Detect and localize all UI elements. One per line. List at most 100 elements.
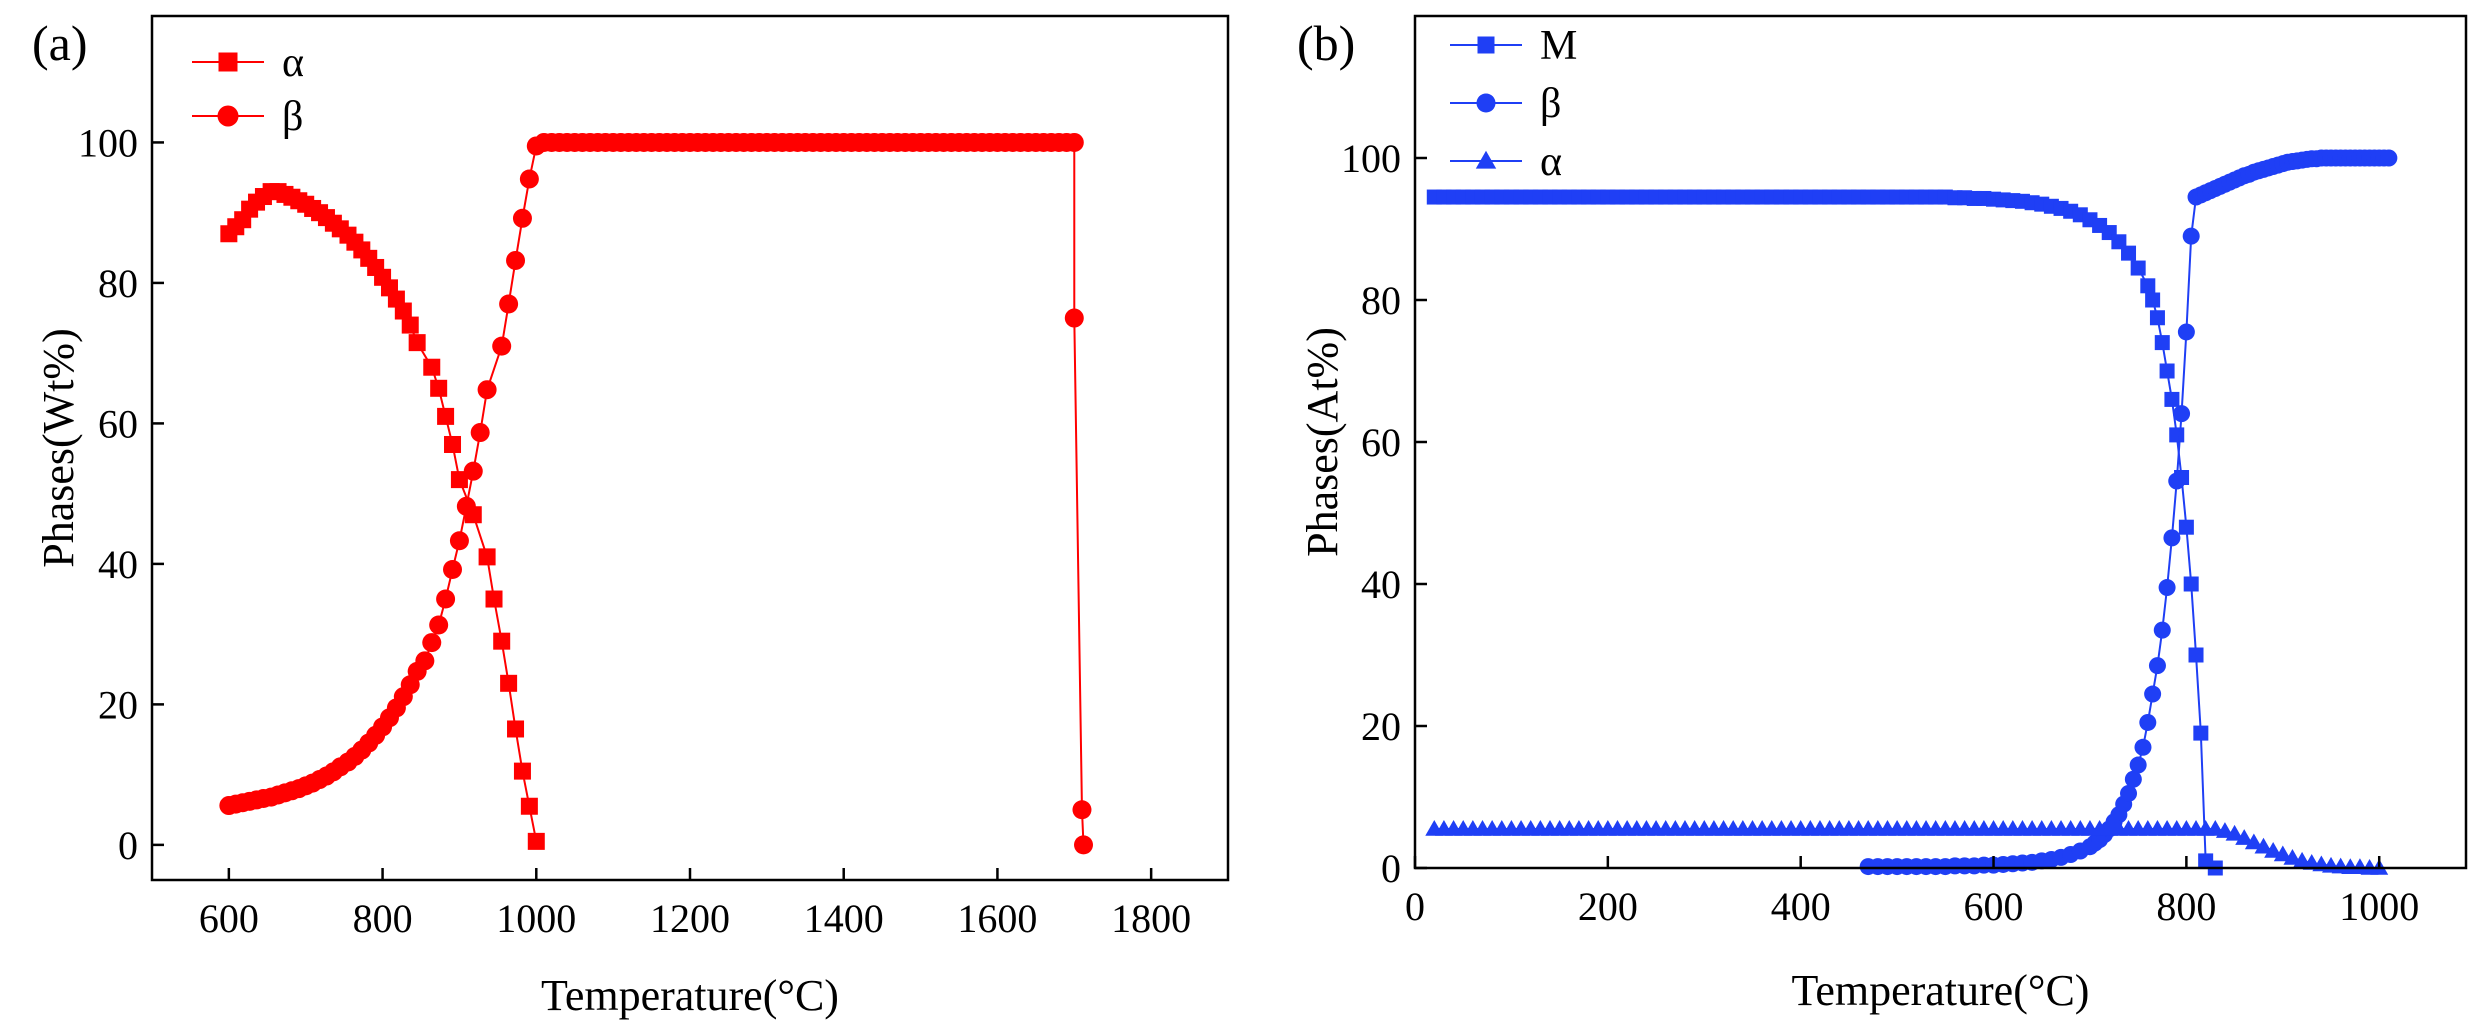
panel-b-series-0-point-84 bbox=[2188, 647, 2204, 663]
panel-a-y-tick-label-20: 20 bbox=[98, 682, 138, 727]
panel-b-series-1-line bbox=[1868, 157, 2389, 868]
panel-a-series-0-point-29 bbox=[430, 379, 448, 397]
panel-b-series-0-point-80 bbox=[2169, 427, 2185, 443]
panel-a-x-tick-label-600: 600 bbox=[199, 896, 259, 941]
panel-b-y-tick-label-40: 40 bbox=[1361, 562, 1401, 607]
panel-b-series-2-point-85 bbox=[2244, 833, 2263, 850]
panel-b-series-0-line bbox=[1434, 196, 2216, 869]
panel-b-series-1-point-43 bbox=[2177, 323, 2195, 341]
panel-a-series-0-point-27 bbox=[408, 334, 426, 352]
panel-b-series-0-point-77 bbox=[2154, 335, 2170, 351]
panel-a-legend-marker-0 bbox=[218, 52, 238, 72]
panel-a-label: (a) bbox=[32, 15, 88, 71]
panel-a-x-tick-label-1600: 1600 bbox=[957, 896, 1037, 941]
panel-b-series-1-point-31 bbox=[2120, 784, 2138, 802]
panel-b-legend-marker-1 bbox=[1476, 93, 1496, 113]
panel-b-series-0-point-72 bbox=[2121, 245, 2137, 261]
panel-b-series-0-point-73 bbox=[2130, 260, 2146, 276]
panel-a: (a) 600 800 1000 1200 1400 1600 1800 0 20 40 60 80 1… bbox=[32, 14, 1230, 1020]
panel-b-x-axis-title: Temperature(°C) bbox=[1792, 966, 2090, 1015]
panel-b-series-0-point-79 bbox=[2164, 391, 2180, 407]
panel-a-series-1-point-31 bbox=[436, 589, 456, 609]
panel-b-x-tick-label-400: 400 bbox=[1771, 884, 1831, 929]
panel-a-x-tick-label-1200: 1200 bbox=[650, 896, 730, 941]
panel-b-series-1-point-40 bbox=[2163, 529, 2181, 547]
panel-b-series-2 bbox=[1425, 819, 2389, 875]
panel-a-series-0-point-34 bbox=[478, 548, 496, 566]
panel-a-series-1-point-32 bbox=[443, 560, 463, 580]
panel-b: (b) 0 200 400 600 800 1000 0 20 40 60 80 100 Temper… bbox=[1297, 14, 2468, 1015]
panel-a-series-1-point-40 bbox=[506, 250, 526, 270]
panel-b-series-1-point-36 bbox=[2144, 685, 2162, 703]
panel-b-series-0 bbox=[1426, 189, 2223, 876]
panel-b-label: (b) bbox=[1297, 15, 1355, 71]
panel-a-axes: 600 800 1000 1200 1400 1600 1800 0 20 40 60 80 100 bbox=[78, 120, 1191, 941]
panel-a-x-axis-title: Temperature(°C) bbox=[541, 971, 839, 1020]
panel-a-series-1-point-116 bbox=[1074, 835, 1094, 855]
panel-a-series-0-point-25 bbox=[394, 302, 412, 320]
panel-a-series-0-point-32 bbox=[450, 471, 468, 489]
panel-a-series-1-point-28 bbox=[415, 651, 435, 671]
panel-b-series-2-point-87 bbox=[2264, 841, 2283, 858]
panel-b-series-0-point-75 bbox=[2145, 292, 2161, 308]
panel-b-y-tick-label-0: 0 bbox=[1381, 846, 1401, 891]
panel-a-series-0-point-39 bbox=[513, 762, 531, 780]
panel-b-series-0-point-83 bbox=[2183, 576, 2199, 592]
panel-b-series-1-point-41 bbox=[2168, 472, 2186, 490]
panel-b-legend: Mβα bbox=[1450, 23, 1577, 185]
panel-a-series-1-point-38 bbox=[492, 336, 512, 356]
panel-b-plot-data bbox=[1425, 149, 2398, 876]
panel-b-legend-label-0: M bbox=[1540, 23, 1577, 69]
panel-b-y-tick-label-60: 60 bbox=[1361, 420, 1401, 465]
panel-a-series-0-point-38 bbox=[507, 720, 525, 738]
panel-a-series-1-point-30 bbox=[429, 615, 449, 635]
panel-b-legend-marker-0 bbox=[1477, 36, 1495, 54]
panel-a-series-0-point-28 bbox=[423, 358, 441, 376]
panel-b-series-1-point-42 bbox=[2173, 405, 2191, 423]
panel-a-legend-label-0: α bbox=[282, 40, 304, 86]
panel-b-x-tick-label-1000: 1000 bbox=[2339, 884, 2419, 929]
panel-b-series-1-point-39 bbox=[2158, 579, 2176, 597]
panel-a-series-0 bbox=[220, 183, 545, 850]
panel-b-series-0-point-71 bbox=[2111, 234, 2127, 250]
panel-a-series-0-point-31 bbox=[444, 435, 462, 453]
panel-b-x-tick-label-800: 800 bbox=[2156, 884, 2216, 929]
panel-a-series-1-point-115 bbox=[1072, 800, 1092, 820]
panel-b-y-tick-label-20: 20 bbox=[1361, 704, 1401, 749]
panel-b-legend-label-1: β bbox=[1540, 81, 1561, 127]
panel-b-series-1-point-38 bbox=[2153, 621, 2171, 639]
panel-a-series-0-point-26 bbox=[401, 316, 419, 334]
panel-b-series-2-point-89 bbox=[2283, 849, 2302, 865]
panel-b-series-0-point-76 bbox=[2149, 310, 2165, 326]
panel-a-y-tick-label-0: 0 bbox=[118, 823, 138, 868]
panel-a-series-0-point-36 bbox=[493, 632, 511, 650]
panel-a-series-1 bbox=[219, 132, 1094, 855]
panel-b-legend-marker-2 bbox=[1475, 150, 1497, 169]
panel-a-series-1-point-36 bbox=[470, 423, 490, 443]
panel-a-series-0-point-40 bbox=[520, 797, 538, 815]
panel-a-series-1-point-39 bbox=[499, 294, 519, 314]
panel-b-series-1-point-35 bbox=[2139, 713, 2157, 731]
panel-a-series-1-point-41 bbox=[512, 208, 532, 228]
panel-b-legend-label-2: α bbox=[1540, 139, 1562, 185]
panel-b-series-1-point-37 bbox=[2148, 657, 2166, 675]
panel-b-x-tick-label-200: 200 bbox=[1578, 884, 1638, 929]
panel-b-series-2-point-83 bbox=[2225, 824, 2244, 841]
panel-b-series-0-point-74 bbox=[2140, 278, 2156, 294]
panel-b-series-2-point-88 bbox=[2273, 845, 2292, 862]
panel-b-series-1-point-44 bbox=[2182, 227, 2200, 245]
panel-a-y-tick-label-60: 60 bbox=[98, 401, 138, 446]
panel-a-series-0-point-35 bbox=[485, 590, 503, 608]
panel-a-legend-label-1: β bbox=[282, 94, 303, 140]
panel-b-axes: 0 200 400 600 800 1000 0 20 40 60 80 100 bbox=[1341, 136, 2419, 929]
panel-b-x-tick-label-0: 0 bbox=[1405, 884, 1425, 929]
panel-a-series-1-point-33 bbox=[449, 531, 469, 551]
panel-a-x-tick-label-1000: 1000 bbox=[496, 896, 576, 941]
panel-a-y-axis-title: Phases(Wt%) bbox=[34, 328, 83, 568]
panel-a-x-tick-label-1800: 1800 bbox=[1111, 896, 1191, 941]
panel-b-series-1-point-33 bbox=[2129, 756, 2147, 774]
panel-a-x-tick-label-800: 800 bbox=[353, 896, 413, 941]
panel-a-x-tick-label-1400: 1400 bbox=[804, 896, 884, 941]
panel-a-series-1-point-42 bbox=[519, 169, 539, 189]
